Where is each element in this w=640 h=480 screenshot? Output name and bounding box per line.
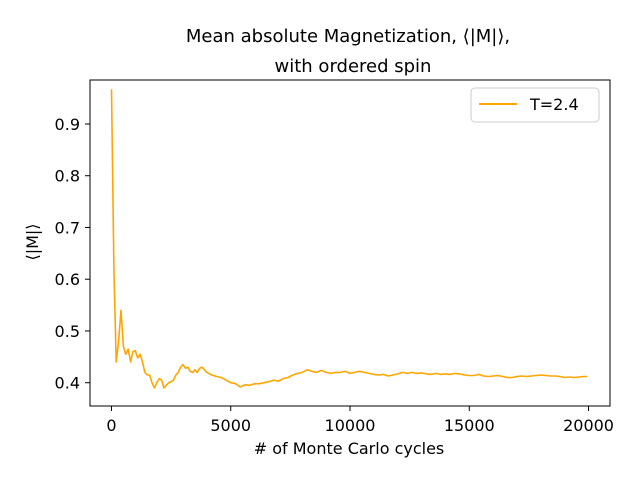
y-tick-label: 0.8 [55,167,80,186]
chart-title-line-2: with ordered spin [275,56,432,77]
x-tick-label: 10000 [325,416,376,435]
y-tick-label: 0.4 [55,374,80,393]
chart-title-line-1: Mean absolute Magnetization, ⟨|M|⟩, [186,26,510,47]
legend-label-t-2-4: T=2.4 [529,95,579,114]
x-tick-label: 20000 [563,416,614,435]
y-tick-label: 0.5 [55,322,80,341]
x-tick-label: 0 [106,416,116,435]
y-tick-label: 0.9 [55,115,80,134]
series-line-t-2-4 [110,89,588,389]
y-tick-label: 0.6 [55,270,80,289]
x-axis-label: # of Monte Carlo cycles [254,439,445,458]
tick-layer: 0 5000 10000 15000 20000 0.4 0.5 0.6 0.7 0.8 0.9 [55,115,614,435]
series-layer [110,89,588,389]
legend: T=2.4 [470,87,600,123]
y-axis-label: ⟨|M|⟩ [23,223,42,260]
x-tick-label: 5000 [210,416,251,435]
plot-frame [89,79,611,407]
x-tick-label: 15000 [444,416,495,435]
y-tick-label: 0.7 [55,218,80,237]
legend-box [470,87,600,123]
